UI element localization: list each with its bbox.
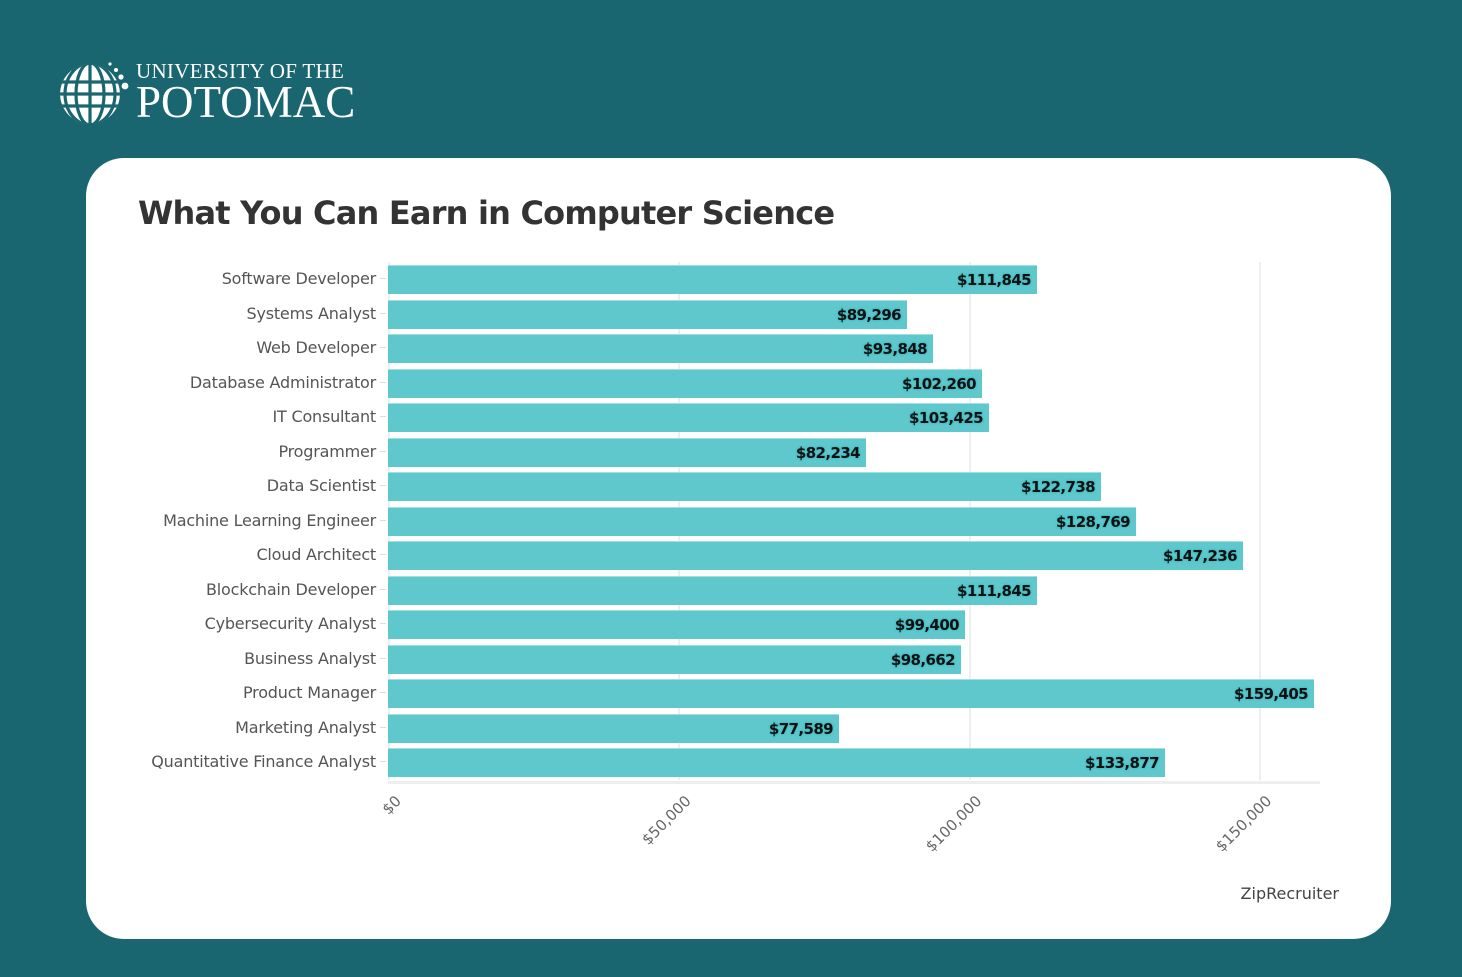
- bar[interactable]: $128,769: [388, 506, 1136, 536]
- category-label: Database Administrator: [189, 372, 376, 392]
- bar[interactable]: $93,848: [388, 334, 933, 363]
- bar-row: IT Consultant $103,425: [273, 403, 1320, 432]
- category-label: Cloud Architect: [256, 545, 376, 564]
- gridline: [1259, 262, 1261, 780]
- category-label: Machine Learning Engineer: [163, 510, 376, 530]
- chart-card: What You Can Earn in Computer Science So…: [86, 158, 1391, 939]
- y-tick-mark: [380, 588, 386, 590]
- bar-value-label: $128,769: [1056, 512, 1131, 531]
- y-tick-mark: [380, 623, 386, 624]
- bar-row: Cybersecurity Analyst $99,400: [205, 610, 1320, 639]
- y-tick-mark: [380, 554, 386, 555]
- source-label: ZipRecruiter: [1240, 884, 1339, 903]
- bar-row: Cloud Architect $147,236: [256, 541, 1320, 570]
- category-label: Quantitative Finance Analyst: [151, 752, 376, 771]
- y-tick-mark: [380, 416, 386, 417]
- x-tick-label: $100,000: [922, 792, 986, 856]
- category-label: Business Analyst: [244, 648, 376, 668]
- x-tick-label: $150,000: [1212, 792, 1276, 856]
- category-label: Web Developer: [256, 338, 376, 357]
- bar[interactable]: $133,877: [388, 748, 1165, 777]
- category-label: Systems Analyst: [246, 303, 376, 323]
- bar-value-label: $103,425: [909, 409, 984, 427]
- bar-row: Data Scientist $122,738: [267, 472, 1320, 501]
- bar[interactable]: $98,662: [388, 644, 961, 674]
- bar-row: Business Analyst $98,662: [244, 644, 1320, 674]
- category-label: Product Manager: [243, 683, 376, 702]
- y-tick-mark: [380, 761, 386, 762]
- bar-value-label: $93,848: [862, 340, 928, 358]
- bar-value-label: $133,877: [1085, 754, 1160, 772]
- y-tick-mark: [380, 692, 386, 693]
- bar-row: Product Manager $159,405: [243, 679, 1320, 708]
- bar[interactable]: $122,738: [388, 472, 1101, 501]
- y-tick-mark: [380, 485, 386, 486]
- y-tick-mark: [380, 450, 386, 452]
- bar-row: Software Developer $111,845: [222, 265, 1320, 294]
- y-tick-mark: [380, 278, 386, 279]
- x-tick-label: $0: [378, 792, 405, 819]
- category-label: Cybersecurity Analyst: [204, 614, 377, 633]
- category-label: Data Scientist: [266, 476, 376, 495]
- plot-area: Software Developer $111,845 Systems Anal…: [151, 262, 1320, 855]
- bar-row: Systems Analyst $89,296: [246, 299, 1320, 329]
- bar[interactable]: $103,425: [388, 403, 989, 432]
- bar[interactable]: $147,236: [388, 541, 1243, 570]
- y-tick-mark: [380, 657, 386, 659]
- chart-title: What You Can Earn in Computer Science: [138, 194, 835, 232]
- globe-icon: [60, 62, 129, 124]
- university-logo: UNIVERSITY OF THE POTOMAC: [60, 58, 355, 128]
- bar[interactable]: $77,589: [388, 713, 839, 743]
- bar-row: Blockchain Developer $111,845: [206, 575, 1320, 605]
- x-axis-line: [388, 781, 1320, 784]
- bar-value-label: $147,236: [1163, 547, 1238, 565]
- bar[interactable]: $111,845: [388, 265, 1037, 294]
- y-tick-mark: [380, 312, 386, 314]
- category-label: Blockchain Developer: [206, 579, 376, 599]
- bar-value-label: $159,405: [1234, 685, 1309, 703]
- bar[interactable]: $111,845: [388, 575, 1037, 605]
- bar-row: Machine Learning Engineer $128,769: [163, 506, 1320, 536]
- bar-value-label: $102,260: [902, 374, 977, 393]
- bar-row: Web Developer $93,848: [256, 334, 1320, 363]
- bar[interactable]: $82,234: [388, 437, 866, 467]
- bar-value-label: $122,738: [1021, 478, 1096, 496]
- bar-row: Marketing Analyst $77,589: [235, 713, 1320, 743]
- y-tick-mark: [380, 347, 386, 348]
- y-tick-mark: [380, 519, 386, 521]
- bar[interactable]: $102,260: [388, 368, 982, 398]
- bar-value-label: $82,234: [795, 443, 861, 462]
- category-label: Marketing Analyst: [235, 717, 376, 737]
- bar-value-label: $111,845: [957, 581, 1032, 600]
- bar-row: Quantitative Finance Analyst $133,877: [151, 748, 1320, 777]
- bar-value-label: $111,845: [957, 271, 1032, 289]
- logo-line1: UNIVERSITY OF THE: [136, 59, 345, 83]
- bar-value-label: $89,296: [836, 305, 902, 324]
- bar-value-label: $77,589: [768, 719, 834, 738]
- bar-row: Database Administrator $102,260: [190, 368, 1320, 398]
- bar[interactable]: $99,400: [388, 610, 965, 639]
- category-label: Programmer: [278, 441, 376, 461]
- logo-line2: POTOMAC: [136, 77, 356, 127]
- x-tick-label: $50,000: [638, 792, 695, 849]
- y-tick-mark: [380, 381, 386, 383]
- bar-value-label: $98,662: [890, 650, 956, 669]
- bar-row: Programmer $82,234: [278, 437, 1320, 467]
- bar[interactable]: $159,405: [388, 679, 1314, 708]
- category-label: Software Developer: [221, 269, 377, 288]
- y-tick-mark: [380, 726, 386, 728]
- category-label: IT Consultant: [272, 407, 377, 426]
- bar[interactable]: $89,296: [388, 299, 907, 329]
- bar-value-label: $99,400: [894, 616, 960, 634]
